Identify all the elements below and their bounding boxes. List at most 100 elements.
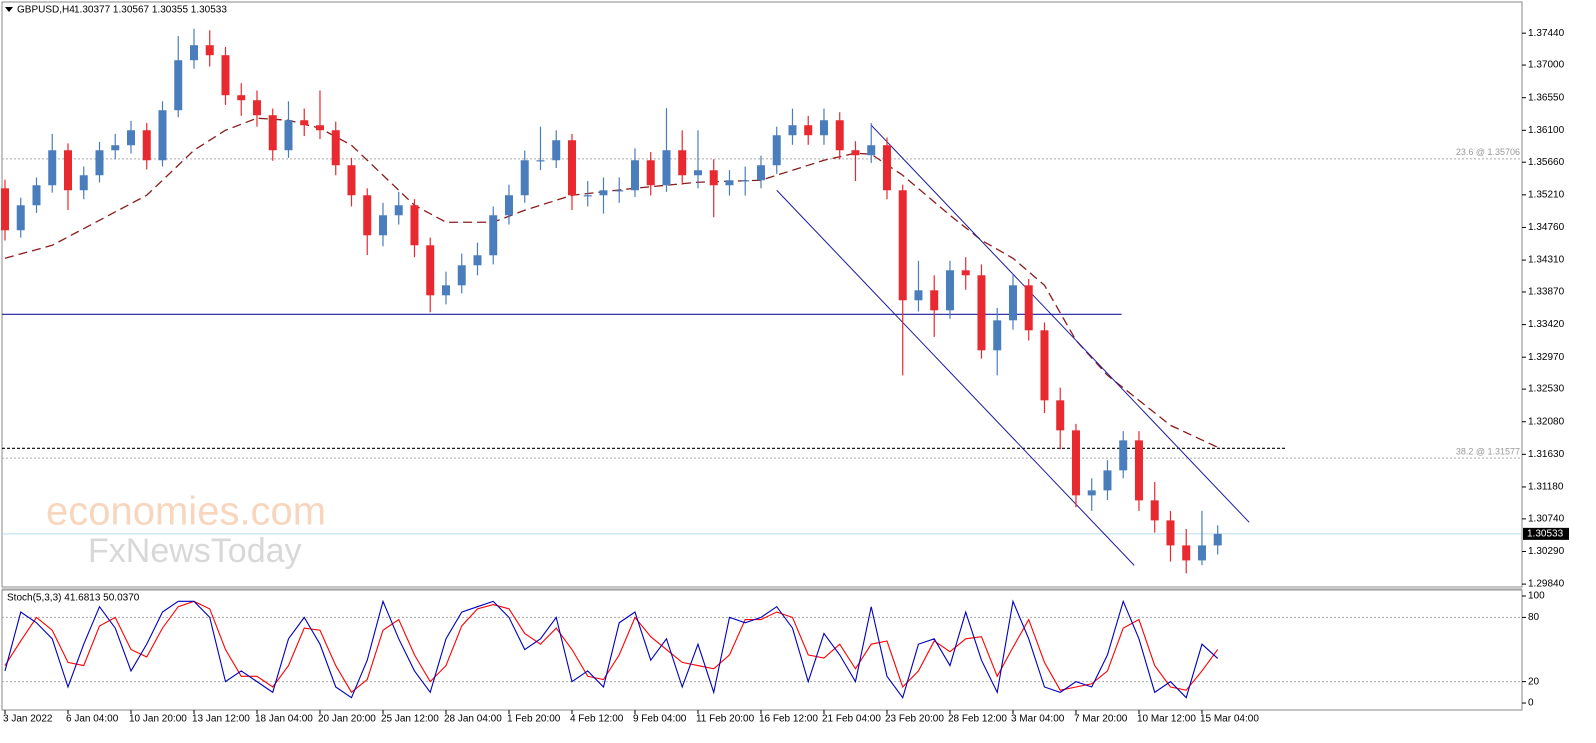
candle-body [772, 135, 781, 166]
candle-body [804, 125, 813, 136]
last-price-tag [1523, 527, 1569, 540]
x-tick-label: 16 Feb 12:00 [759, 714, 818, 725]
stoch-line [4, 600, 1219, 694]
candle-body [504, 195, 513, 216]
y-tick-label: 100 [1528, 591, 1545, 602]
candle-body [914, 290, 923, 301]
candle-body [583, 195, 592, 197]
candle-body [630, 160, 639, 191]
x-tick-label: 18 Jan 04:00 [255, 714, 313, 725]
candle-body [489, 215, 498, 256]
candle-body [1213, 533, 1222, 546]
candle-body [725, 180, 734, 186]
x-tick-label: 13 Jan 12:00 [192, 714, 250, 725]
y-tick-label: 1.30290 [1528, 546, 1565, 557]
y-tick-label: 20 [1528, 676, 1540, 687]
watermark-text: FxNewsToday [88, 532, 302, 570]
stoch-line [4, 599, 1219, 699]
candle-body [977, 275, 986, 351]
x-tick-label: 10 Jan 20:00 [129, 714, 187, 725]
candle-body [741, 180, 750, 182]
candle-body [473, 255, 482, 266]
candle-body [426, 245, 435, 296]
candle-body [1182, 545, 1191, 561]
x-tick-label: 1 Feb 20:00 [507, 714, 561, 725]
candle-body [615, 190, 624, 192]
candle-body [678, 150, 687, 176]
x-tick-label: 28 Feb 12:00 [948, 714, 1007, 725]
x-tick-label: 28 Jan 04:00 [444, 714, 502, 725]
candle-body [1087, 490, 1096, 496]
y-tick-label: 1.34310 [1528, 255, 1565, 266]
x-tick-label: 25 Jan 12:00 [381, 714, 439, 725]
y-tick-label: 1.33870 [1528, 287, 1565, 298]
y-tick-label: 1.36100 [1528, 125, 1565, 136]
candle-body [378, 215, 387, 236]
main-panel [1, 1, 1523, 588]
y-tick-label: 1.36550 [1528, 92, 1565, 103]
candle-body [898, 190, 907, 301]
candle-body [189, 45, 198, 61]
y-tick-label: 1.33420 [1528, 319, 1565, 330]
candle-body [552, 140, 561, 161]
symbol-label: GBPUSD,H4 [17, 5, 75, 16]
candle-body [0, 188, 9, 231]
y-tick-label: 1.32970 [1528, 352, 1565, 363]
y-tick-label: 80 [1528, 612, 1540, 623]
x-tick-label: 10 Mar 12:00 [1137, 714, 1196, 725]
x-tick-label: 7 Mar 20:00 [1074, 714, 1128, 725]
x-tick-label: 3 Mar 04:00 [1011, 714, 1065, 725]
candle-body [48, 150, 57, 186]
candle-body [457, 265, 466, 286]
x-tick-label: 21 Feb 04:00 [822, 714, 881, 725]
y-tick-label: 1.32530 [1528, 384, 1565, 395]
candle-body [221, 55, 230, 96]
candle-body [174, 60, 183, 111]
candle-body [788, 125, 797, 136]
candle-body [142, 130, 151, 161]
candle-body [1056, 400, 1065, 431]
candle-body [315, 125, 324, 131]
candle-body [662, 150, 671, 186]
candle-body [410, 205, 419, 246]
candle-body [1119, 440, 1128, 471]
x-tick-label: 15 Mar 04:00 [1200, 714, 1259, 725]
candle-body [599, 190, 608, 196]
candle-body [32, 185, 41, 206]
y-tick-label: 0 [1528, 698, 1534, 709]
x-tick-label: 20 Jan 20:00 [318, 714, 376, 725]
y-tick-label: 1.37440 [1528, 28, 1565, 39]
y-tick-label: 1.32080 [1528, 416, 1565, 427]
candle-body [851, 150, 860, 156]
candle-body [1024, 285, 1033, 331]
candle-body [945, 270, 954, 311]
candle-body [79, 175, 88, 191]
channel-line [870, 124, 1250, 523]
candle-body [205, 45, 214, 56]
header-arrow [5, 7, 13, 12]
fibo-label: 23.6 @ 1.35706 [1456, 147, 1520, 157]
y-tick-label: 1.35210 [1528, 189, 1565, 200]
x-tick-label: 23 Feb 20:00 [885, 714, 944, 725]
candle-body [867, 145, 876, 156]
candle-body [111, 145, 120, 151]
stoch-label: Stoch(5,3,3) 41.6813 50.0370 [7, 593, 140, 604]
y-tick-label: 1.31180 [1528, 482, 1564, 493]
candle-body [693, 170, 702, 176]
candle-body [394, 205, 403, 216]
y-tick-label: 1.37000 [1528, 60, 1565, 71]
y-tick-label: 1.34760 [1528, 222, 1565, 233]
stoch-panel [1, 589, 1523, 711]
y-tick-label: 1.29840 [1528, 579, 1565, 590]
candle-body [520, 160, 529, 196]
candle-body [1150, 500, 1159, 521]
candle-body [126, 130, 135, 146]
watermark: economies.com FxNewsToday [46, 490, 326, 570]
x-tick-label: 11 Feb 20:00 [696, 714, 755, 725]
candle-body [268, 115, 277, 151]
candle-body [347, 165, 356, 196]
candle-body [882, 145, 891, 191]
watermark-text: economies.com [46, 490, 326, 534]
candle-body [993, 320, 1002, 351]
y-tick-label: 1.30740 [1528, 513, 1565, 524]
